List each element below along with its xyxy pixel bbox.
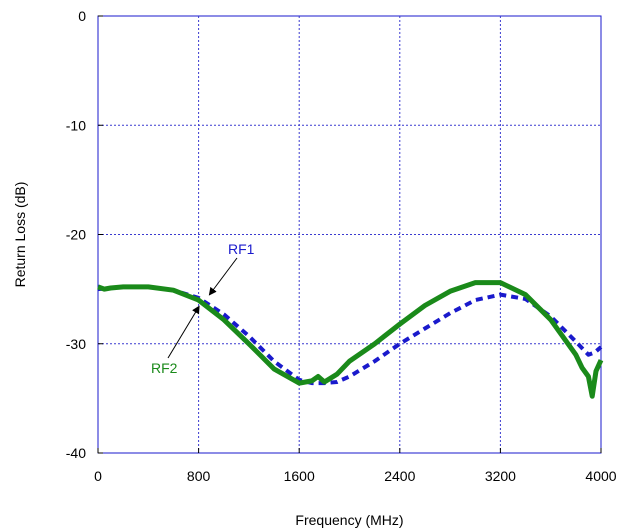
annotations: RF1 RF2 [151,241,255,376]
y-axis-title: Return Loss (dB) [12,182,28,288]
y-tick-label: -40 [66,445,86,461]
annotation-rf2-arrow [167,305,200,359]
y-tick-label: -30 [66,336,86,352]
x-tick-label: 4000 [585,468,616,484]
series-line-rf2 [97,280,604,399]
y-tick-label: -10 [66,117,86,133]
annotation-rf1-arrow [208,257,238,296]
x-tick-label: 1600 [284,468,315,484]
annotation-rf2-label: RF2 [151,360,178,376]
x-axis-title: Frequency (MHz) [295,512,403,528]
x-tick-label: 0 [94,468,102,484]
y-tick-label: -20 [66,227,86,243]
annotation-rf1-label: RF1 [228,241,255,257]
plot-area [97,15,602,454]
x-tick-label: 2400 [384,468,415,484]
x-tick-label: 800 [187,468,211,484]
series-layer [97,280,604,399]
tick-labels: 0 800 1600 2400 3200 4000 0 -10 -20 -30 -40 [66,8,617,484]
y-tick-label: 0 [78,8,86,24]
x-tick-label: 3200 [485,468,516,484]
